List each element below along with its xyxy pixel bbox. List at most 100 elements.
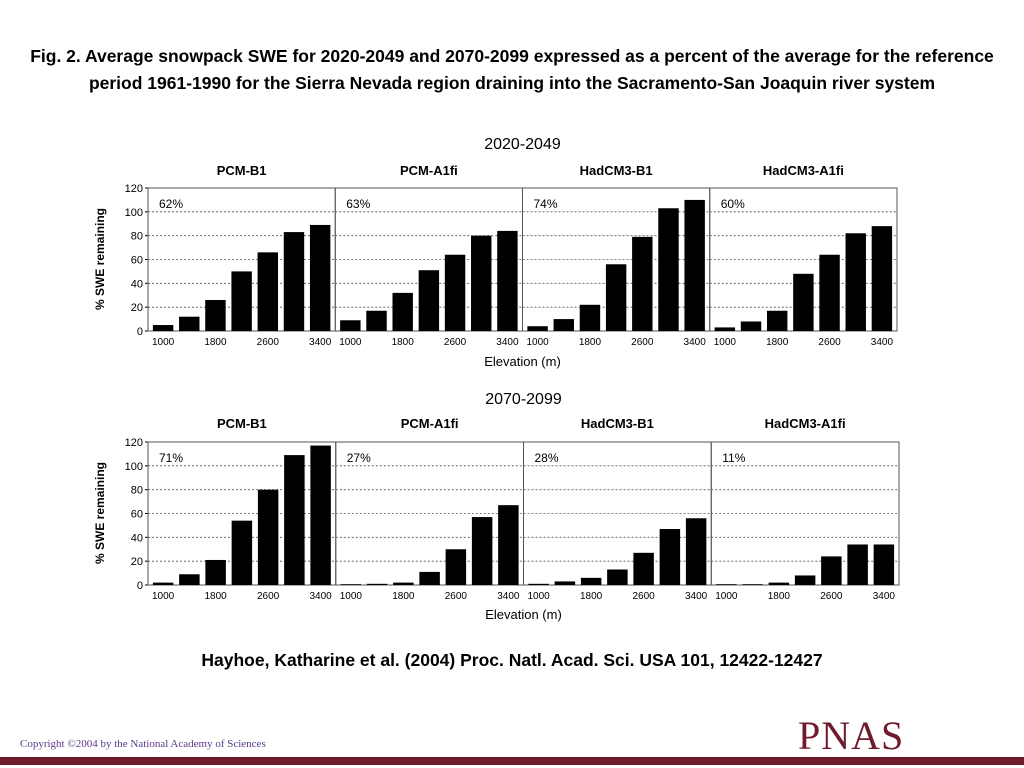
x-tick-label: 2600	[257, 337, 280, 348]
x-tick-label: 1000	[152, 591, 175, 602]
x-tick-label: 3400	[685, 591, 708, 602]
bar	[419, 571, 440, 585]
x-tick-label: 3400	[496, 337, 519, 348]
x-tick-label: 1800	[580, 591, 603, 602]
bar	[340, 584, 362, 585]
panel-annotation: 28%	[535, 451, 559, 465]
x-tick-label: 2600	[444, 337, 467, 348]
bar	[257, 489, 279, 585]
bar	[845, 233, 866, 331]
x-tick-label: 2600	[818, 337, 841, 348]
bar	[366, 583, 388, 585]
bar	[498, 505, 519, 585]
bar	[471, 235, 492, 331]
bar	[633, 552, 654, 585]
bar	[497, 230, 518, 331]
chart-title: 2020-2049	[484, 136, 561, 153]
x-tick-label: 1000	[528, 591, 551, 602]
y-tick-label: 100	[125, 207, 143, 219]
bar	[607, 569, 628, 585]
x-tick-label: 1800	[579, 337, 602, 348]
panel-title: PCM-A1fi	[400, 163, 458, 178]
panel-annotation: 63%	[346, 197, 370, 211]
bar	[821, 556, 842, 585]
x-tick-label: 1000	[714, 337, 737, 348]
x-axis-label: Elevation (m)	[484, 354, 561, 369]
panel-annotation: 71%	[159, 451, 183, 465]
panel-annotation: 11%	[722, 451, 745, 465]
bar	[231, 271, 252, 331]
y-tick-label: 20	[131, 556, 143, 568]
bar	[444, 254, 466, 331]
panel-annotation: 74%	[534, 197, 558, 211]
pnas-logo: PNAS	[798, 713, 905, 758]
x-tick-label: 1800	[392, 591, 415, 602]
bar	[284, 455, 305, 585]
x-tick-label: 1800	[766, 337, 789, 348]
y-tick-label: 60	[131, 509, 143, 521]
y-tick-label: 40	[131, 532, 143, 544]
x-tick-label: 1000	[715, 591, 738, 602]
x-tick-label: 2600	[820, 591, 843, 602]
y-axis-label: % SWE remaining	[93, 462, 107, 564]
bar	[392, 292, 413, 331]
x-tick-label: 3400	[684, 337, 707, 348]
copyright-text: Copyright ©2004 by the National Academy …	[20, 738, 266, 750]
bar	[152, 582, 174, 585]
x-tick-label: 1800	[204, 337, 227, 348]
x-tick-label: 3400	[310, 591, 333, 602]
bar	[793, 273, 814, 331]
bar	[742, 584, 763, 585]
bar	[310, 445, 331, 585]
y-tick-label: 120	[125, 183, 143, 195]
bar	[527, 326, 548, 331]
bar	[873, 544, 895, 585]
bar	[794, 575, 816, 585]
bar	[179, 316, 200, 331]
bar	[231, 520, 253, 585]
figure-title: Fig. 2. Average snowpack SWE for 2020-20…	[30, 46, 994, 93]
x-axis-label: Elevation (m)	[485, 607, 562, 622]
x-tick-label: 1000	[526, 337, 549, 348]
x-tick-label: 1000	[152, 337, 175, 348]
bar	[714, 327, 736, 331]
y-tick-label: 0	[137, 580, 143, 592]
x-tick-label: 3400	[309, 337, 332, 348]
bar	[553, 319, 574, 331]
citation-text: Hayhoe, Katharine et al. (2004) Proc. Na…	[201, 650, 823, 670]
bar	[766, 310, 788, 331]
bar	[283, 232, 305, 331]
bar	[768, 582, 790, 585]
bar	[580, 577, 602, 585]
bar	[393, 582, 414, 585]
chart-title: 2070-2099	[485, 391, 562, 408]
x-tick-label: 2600	[633, 591, 656, 602]
x-tick-label: 2600	[631, 337, 654, 348]
bar	[528, 583, 549, 585]
bar	[716, 584, 737, 585]
panel-annotation: 60%	[721, 197, 745, 211]
panel-title: PCM-B1	[217, 416, 267, 431]
bar	[605, 264, 627, 331]
bar	[579, 304, 601, 331]
x-tick-label: 3400	[497, 591, 520, 602]
x-tick-label: 3400	[871, 337, 894, 348]
bar	[554, 581, 576, 585]
y-tick-label: 60	[131, 255, 143, 267]
x-tick-label: 1000	[340, 591, 363, 602]
bar	[340, 320, 361, 331]
x-tick-label: 2600	[445, 591, 468, 602]
panel-title: HadCM3-A1fi	[765, 416, 846, 431]
bar	[418, 270, 440, 331]
y-tick-label: 120	[125, 437, 143, 449]
bar	[659, 528, 681, 585]
y-tick-label: 0	[137, 326, 143, 338]
panel-title: PCM-A1fi	[401, 416, 459, 431]
panel-title: PCM-B1	[217, 163, 267, 178]
y-tick-label: 100	[125, 461, 143, 473]
bar	[152, 325, 174, 331]
bar	[632, 236, 653, 331]
y-tick-label: 20	[131, 302, 143, 314]
x-tick-label: 1800	[392, 337, 415, 348]
